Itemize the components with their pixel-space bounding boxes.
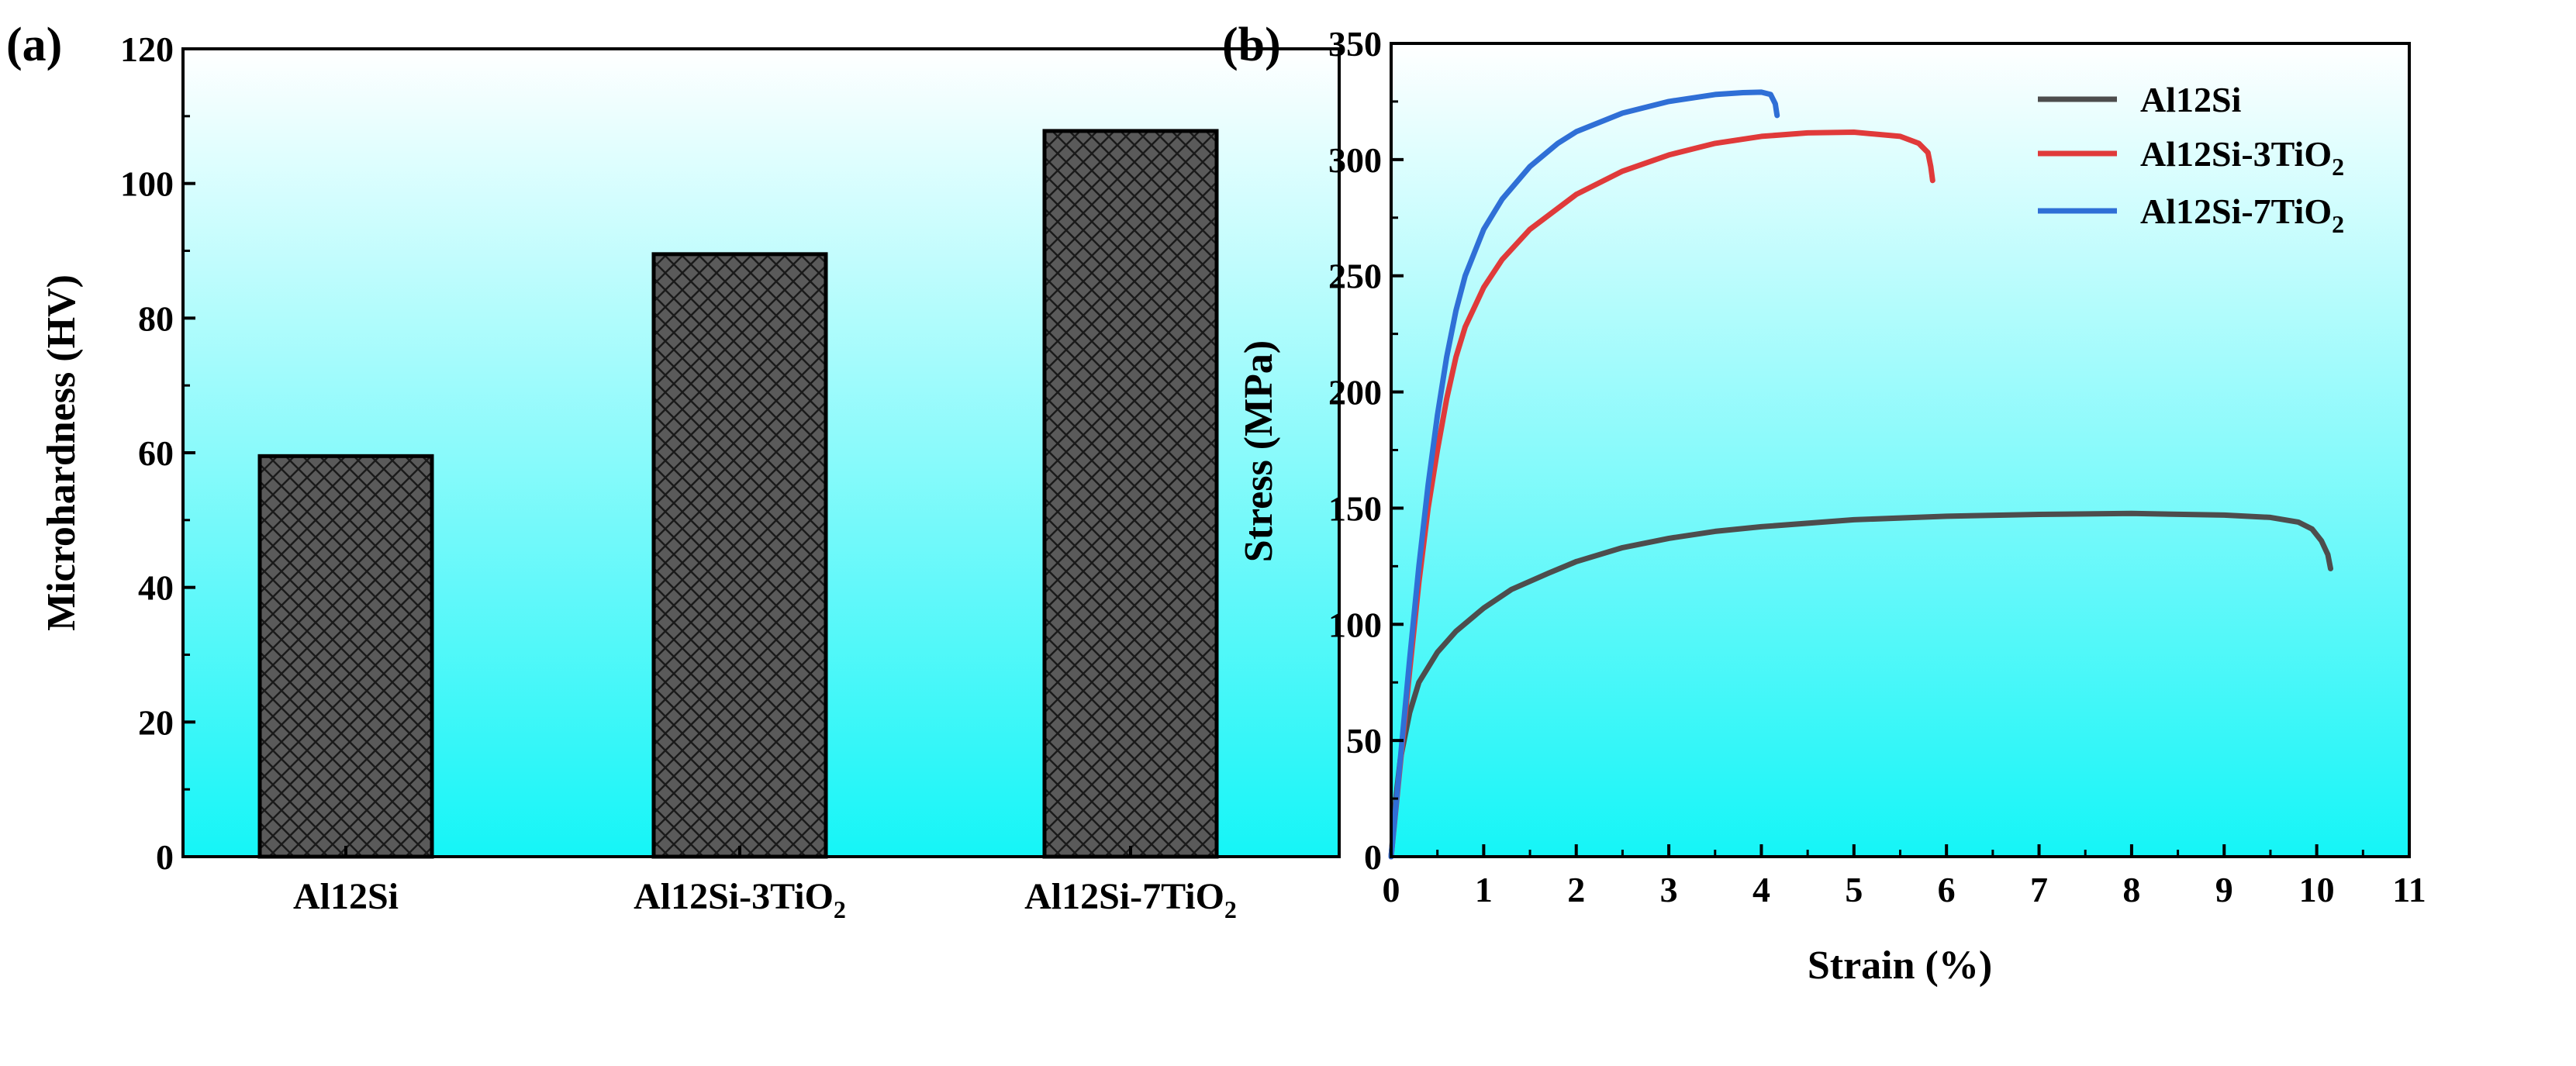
a-ytick-label: 40 [138, 568, 174, 608]
b-ytick-label: 50 [1346, 721, 1382, 761]
a-ytick-label: 0 [156, 837, 174, 877]
b-ytick-label: 150 [1328, 488, 1382, 528]
legend-label-0: Al12Si [2140, 80, 2242, 119]
panel-a-bars [257, 129, 1219, 859]
a-category-label-1-text: Al12Si-3TiO [634, 876, 834, 917]
panel-b-x-axis-title: Strain (%) [1808, 944, 1992, 988]
bar-Al12Si-7TiO2 [1042, 129, 1219, 859]
series-line-Al12Si-7TiO2 [1388, 89, 1780, 860]
a-ytick-label: 100 [120, 164, 174, 204]
panel-b-stress-strain-chart: 0 50 100 150 200 250 300 350 0 1 2 3 4 5 6 7 8 9 10 11 Al1… [1222, 19, 2426, 988]
a-ytick-label: 120 [120, 29, 174, 69]
b-xtick-label: 0 [1383, 870, 1400, 909]
b-xtick-label: 7 [2030, 870, 2048, 909]
a-category-label-1-subscript: 2 [834, 895, 846, 923]
a-category-label-1: Al12Si-3TiO2 [634, 876, 846, 923]
b-ytick-label: 200 [1328, 373, 1382, 412]
panel-b-y-ticks: 0 50 100 150 200 250 300 350 [1328, 24, 1404, 877]
panel-b-y-axis-title: Stress (MPa) [1237, 340, 1281, 562]
b-xtick-label: 9 [2215, 870, 2233, 909]
b-xtick-label: 1 [1475, 870, 1493, 909]
legend-label-2-subscript: 2 [2332, 210, 2344, 238]
panel-b-x-ticks: 0 1 2 3 4 5 6 7 8 9 10 11 [1383, 844, 2426, 909]
b-ytick-label: 250 [1328, 257, 1382, 296]
panel-a-label: (a) [6, 19, 62, 71]
a-ytick-label: 80 [138, 298, 174, 338]
b-xtick-label: 8 [2122, 870, 2140, 909]
legend-label-1-subscript: 2 [2332, 153, 2344, 181]
panel-a-x-category-labels: Al12Si Al12Si-3TiO2 Al12Si-7TiO2 [293, 846, 1237, 923]
b-xtick-label: 2 [1567, 870, 1585, 909]
panel-b-plot-background [1391, 43, 2409, 857]
b-ytick-label: 0 [1364, 837, 1382, 877]
panel-a-y-axis-title: Microhardness (HV) [40, 274, 84, 631]
legend-label-1: Al12Si-3TiO2 [2140, 134, 2344, 181]
b-ytick-label: 100 [1328, 605, 1382, 644]
b-xtick-label: 11 [2392, 870, 2426, 909]
a-ytick-label: 60 [138, 433, 174, 473]
legend-label-2-text: Al12Si-7TiO [2140, 191, 2332, 231]
bar-Al12Si-3TiO2 [651, 252, 828, 859]
a-category-label-0: Al12Si [293, 876, 399, 917]
a-category-label-0-text: Al12Si [293, 876, 399, 917]
series-line-Al12Si [1388, 510, 2333, 860]
b-xtick-label: 6 [1938, 870, 1956, 909]
a-category-label-2: Al12Si-7TiO2 [1024, 876, 1237, 923]
b-ytick-label: 350 [1328, 24, 1382, 64]
legend-label-2: Al12Si-7TiO2 [2140, 191, 2344, 238]
bar-Al12Si [257, 454, 434, 859]
panel-b-label: (b) [1222, 19, 1281, 71]
b-ytick-label: 300 [1328, 140, 1382, 180]
b-xtick-label: 5 [1845, 870, 1863, 909]
panel-a-y-ticks: 0 20 40 60 80 100 120 [120, 29, 195, 877]
b-xtick-label: 3 [1660, 870, 1678, 909]
b-xtick-label: 10 [2299, 870, 2335, 909]
legend-label-0-text: Al12Si [2140, 80, 2242, 119]
panel-b-series-lines [1388, 89, 2333, 860]
b-xtick-label: 4 [1752, 870, 1770, 909]
a-ytick-label: 20 [138, 702, 174, 742]
a-category-label-2-text: Al12Si-7TiO [1024, 876, 1224, 917]
a-category-label-2-subscript: 2 [1224, 895, 1237, 923]
legend-label-1-text: Al12Si-3TiO [2140, 134, 2332, 174]
